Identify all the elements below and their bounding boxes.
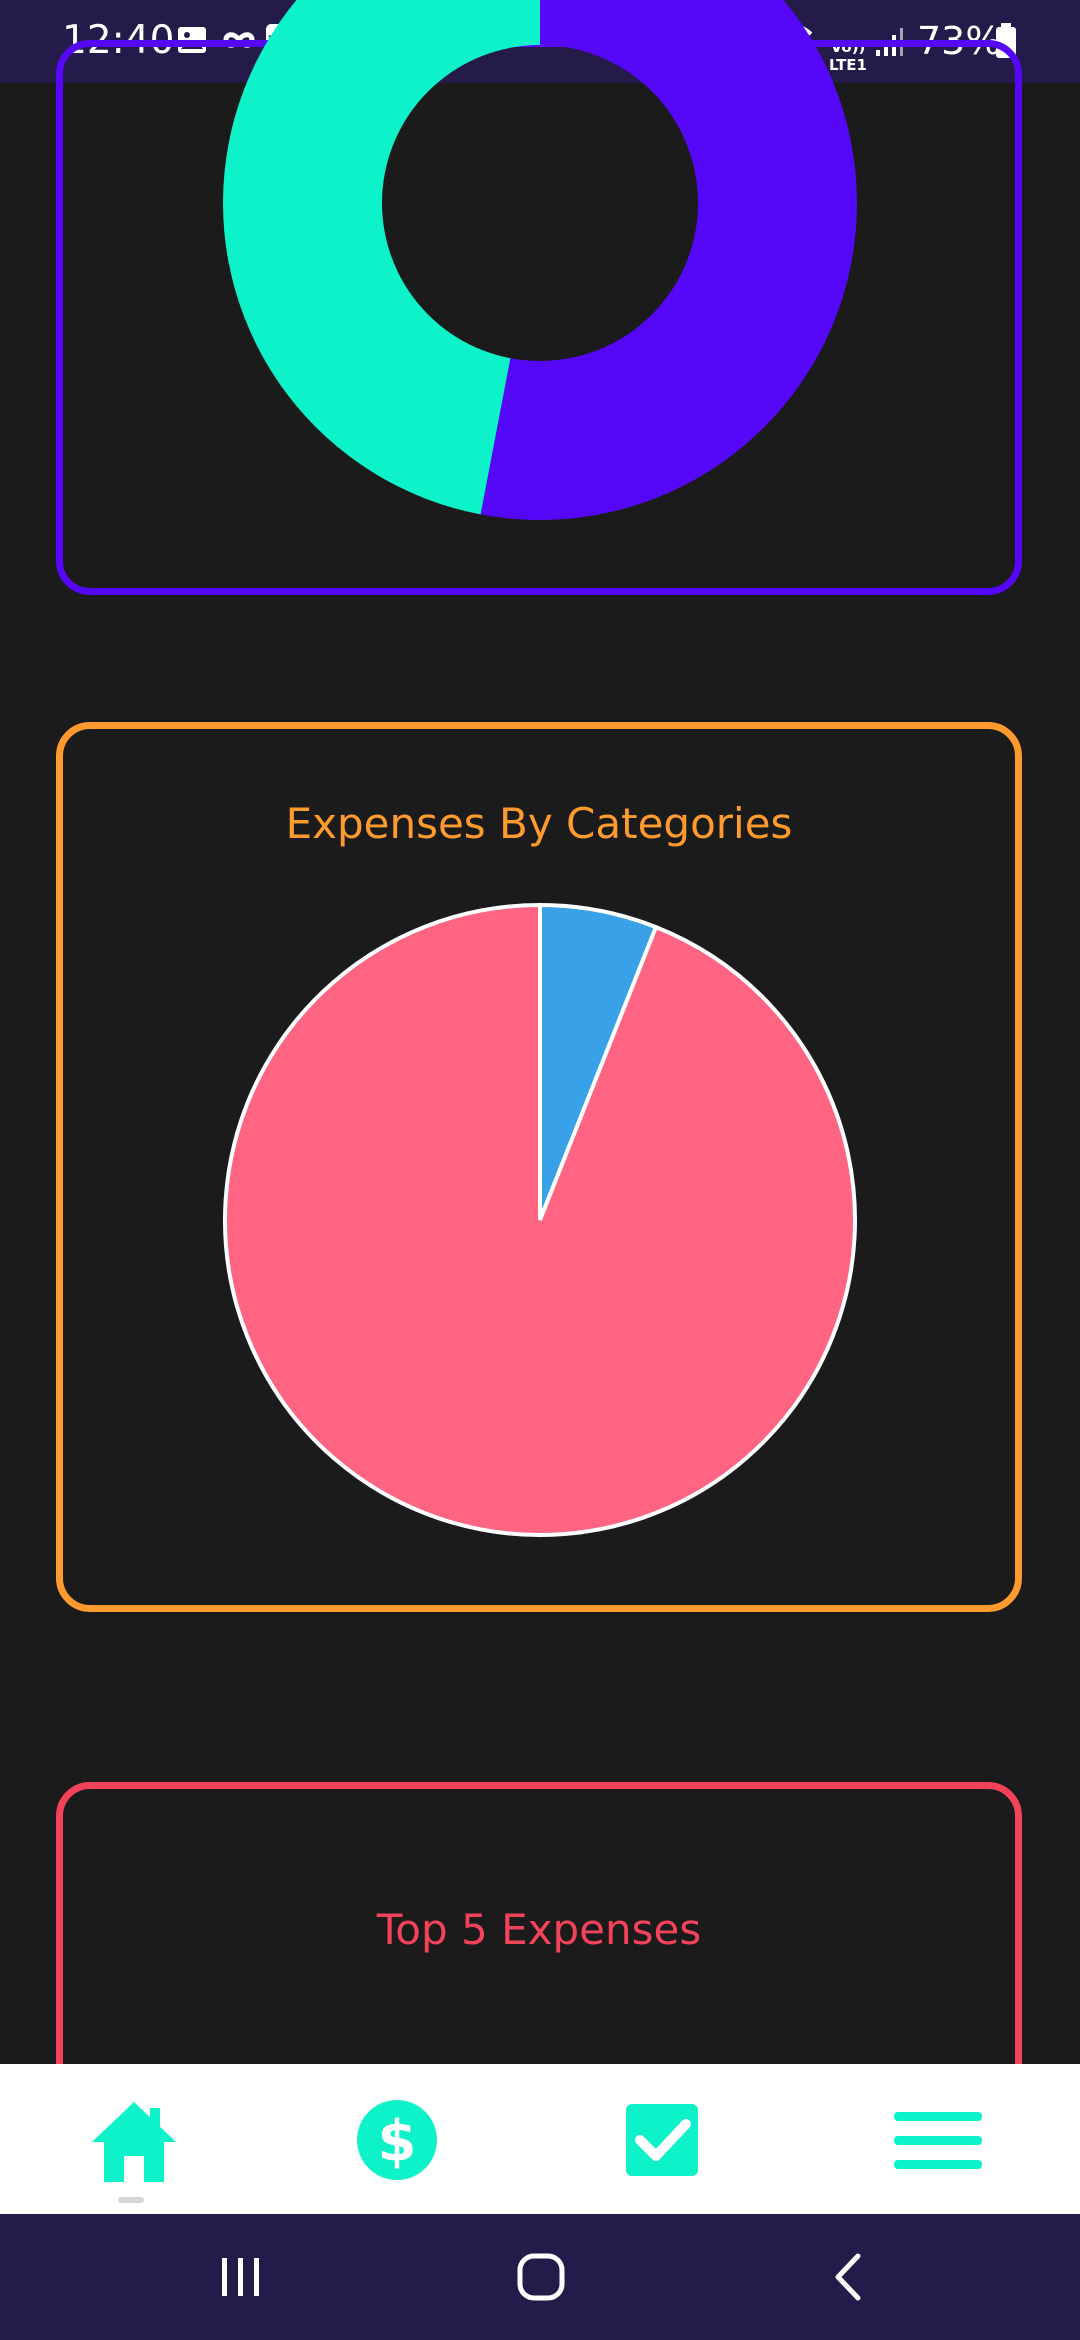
category-pie-slice-1[interactable] <box>223 902 857 1537</box>
system-nav-bar <box>0 2214 1080 2340</box>
home-circle-icon[interactable] <box>516 2252 566 2302</box>
expenses-by-categories-card: Expenses By Categories <box>56 722 1022 1612</box>
doughnut-slice-0[interactable] <box>480 0 857 520</box>
bottom-nav: $ <box>0 2064 1080 2214</box>
category-pie-chart[interactable] <box>0 870 1080 1550</box>
top-5-expenses-title: Top 5 Expenses <box>376 1905 702 1954</box>
doughnut-chart <box>223 0 857 520</box>
menu-icon[interactable] <box>888 2090 988 2190</box>
active-tab-indicator <box>118 2197 144 2203</box>
back-icon[interactable] <box>828 2252 868 2302</box>
checkbox-icon[interactable] <box>612 2090 712 2190</box>
category-pie-slice-0[interactable] <box>538 902 659 1221</box>
dollar-icon[interactable]: $ <box>347 2090 447 2190</box>
recent-apps-icon[interactable] <box>214 2254 268 2300</box>
svg-text:$: $ <box>378 2109 417 2174</box>
expenses-by-categories-title: Expenses By Categories <box>285 799 793 848</box>
home-icon[interactable] <box>84 2090 184 2190</box>
doughnut-slice-1[interactable] <box>223 0 540 515</box>
